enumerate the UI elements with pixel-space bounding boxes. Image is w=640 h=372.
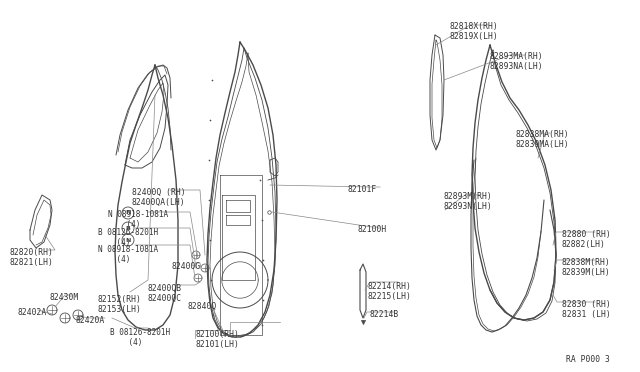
Text: 82838M(RH)
82839M(LH): 82838M(RH) 82839M(LH) bbox=[562, 258, 611, 278]
Text: N 08918-1081A
    (4): N 08918-1081A (4) bbox=[98, 245, 158, 264]
Text: N: N bbox=[125, 211, 131, 215]
Text: 82893M(RH)
82893N(LH): 82893M(RH) 82893N(LH) bbox=[443, 192, 492, 211]
Text: 82840Q: 82840Q bbox=[188, 302, 217, 311]
Text: 82820(RH)
82821(LH): 82820(RH) 82821(LH) bbox=[10, 248, 54, 267]
Text: 82101F: 82101F bbox=[348, 185, 377, 194]
Text: 82400Q (RH)
82400QA(LH): 82400Q (RH) 82400QA(LH) bbox=[132, 188, 186, 208]
Text: 82400QB
82400QC: 82400QB 82400QC bbox=[148, 284, 182, 304]
Text: 82100(RH)
82101(LH): 82100(RH) 82101(LH) bbox=[195, 330, 239, 349]
Text: 82830 (RH)
82831 (LH): 82830 (RH) 82831 (LH) bbox=[562, 300, 611, 320]
Text: 82214(RH)
82215(LH): 82214(RH) 82215(LH) bbox=[368, 282, 412, 301]
Text: 82152(RH)
82153(LH): 82152(RH) 82153(LH) bbox=[98, 295, 142, 314]
Text: 82100H: 82100H bbox=[357, 225, 387, 234]
Text: 82400G: 82400G bbox=[172, 262, 201, 271]
Text: 82838MA(RH)
82839MA(LH): 82838MA(RH) 82839MA(LH) bbox=[516, 130, 570, 150]
Text: 82893MA(RH)
82893NA(LH): 82893MA(RH) 82893NA(LH) bbox=[490, 52, 543, 71]
Text: 82880 (RH)
82882(LH): 82880 (RH) 82882(LH) bbox=[562, 230, 611, 249]
Text: B 08126-8201H
    (4): B 08126-8201H (4) bbox=[110, 328, 170, 347]
Text: RA P000 3: RA P000 3 bbox=[566, 355, 610, 364]
Text: B 08126-8201H
    (4): B 08126-8201H (4) bbox=[98, 228, 158, 247]
Text: B: B bbox=[125, 225, 131, 231]
Text: 82214B: 82214B bbox=[370, 310, 399, 319]
Text: 82430M: 82430M bbox=[50, 293, 79, 302]
Text: 82818X(RH)
82819X(LH): 82818X(RH) 82819X(LH) bbox=[449, 22, 498, 41]
Text: 82420A: 82420A bbox=[76, 316, 105, 325]
Text: 82402A: 82402A bbox=[18, 308, 47, 317]
Text: N: N bbox=[125, 237, 131, 243]
Text: N 08918-1081A
    (4): N 08918-1081A (4) bbox=[108, 210, 168, 230]
